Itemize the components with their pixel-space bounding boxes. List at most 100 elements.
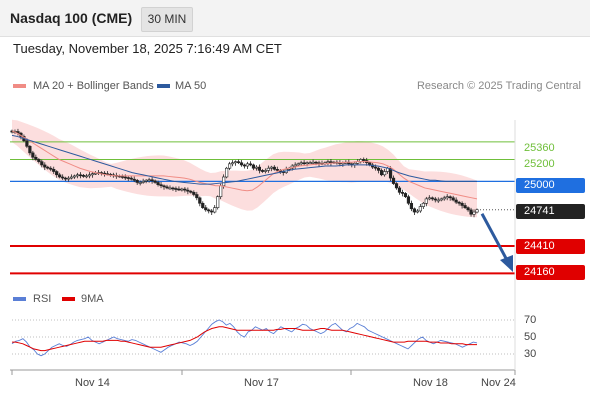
candle-body [257,166,262,171]
current-price-tag: 24741 [516,204,585,219]
candle-body [242,164,247,167]
candle-body [192,192,196,195]
candle-body [269,166,273,169]
forecast-arrow-head [500,255,513,272]
candle-body [412,208,417,213]
candle-body [216,196,220,208]
candle-body [466,207,470,211]
candle-body [251,164,256,169]
candle-body [67,177,71,180]
candle-body [230,162,235,165]
candle-body [204,207,208,211]
candle-body [222,176,226,187]
candle-body [305,162,309,165]
candle-body [314,161,318,164]
candle-body [236,161,241,164]
support-2-tag: 24160 [516,265,585,280]
candle-body [198,197,202,204]
candle-body [25,140,29,147]
candle-body [448,196,452,199]
chart-header: Nasdaq 100 (CME) 30 MIN [0,0,590,37]
candle-body [430,197,434,200]
candle-body [78,174,83,177]
candle-body [165,186,169,189]
candle-body [37,159,41,162]
rsi-level-50: 50 [524,331,537,343]
candle-body [406,196,411,204]
candle-body [28,146,32,154]
rsi-legend-label: RSI [33,293,52,305]
candle-body [391,177,396,184]
candle-body [150,179,154,182]
candle-body [34,156,38,160]
candle-body [123,176,127,179]
rsi-legend-swatch [13,297,26,301]
candle-body [129,177,133,180]
candle-body [463,205,467,208]
candle-body [189,190,193,193]
candle-body [260,170,264,172]
candle-body [207,209,211,212]
candle-body [424,198,428,204]
candle-body [293,164,297,167]
candle-body [46,166,50,169]
candle-body [362,159,366,161]
candle-body [451,197,455,201]
rsi-line [11,319,478,357]
candle-body [72,175,77,178]
candle-body [394,183,399,189]
timeframe-button[interactable]: 30 MIN [141,7,193,32]
candle-body [397,187,402,193]
candle-body [31,152,35,158]
candle-body [186,189,190,192]
rsi-ma-legend-label: 9MA [81,293,104,305]
candle-body [144,179,148,182]
candle-body [374,166,378,169]
candle-body [436,199,440,202]
rsi-ma-legend-swatch [62,297,75,301]
candle-body [93,172,98,175]
candle-body [219,185,223,198]
candle-body [433,198,437,201]
candle-body [308,162,312,165]
ma20-line [11,130,478,200]
candle-body [442,197,446,200]
candle-body [475,209,479,213]
resistance-2-label: 25360 [524,142,555,154]
candle-body [445,196,449,199]
candle-body [388,167,393,179]
timestamp: Tuesday, November 18, 2025 7:16:49 AM CE… [13,41,282,56]
candle-body [457,201,461,204]
candle-body [248,163,253,166]
candle-body [87,174,92,177]
candle-body [162,185,166,188]
candle-body [299,162,303,165]
candle-body [135,179,139,183]
candle-body [329,161,333,164]
candle-body [427,197,431,200]
candle-body [382,171,387,176]
candle-body [239,162,244,166]
candle-body [415,210,419,213]
ma50-line [11,134,477,185]
bollinger-band-fill [12,119,477,218]
candle-body [233,161,238,164]
resistance-1-label: 25200 [524,158,555,170]
rsi-ma-line [12,326,477,352]
instrument-title: Nasdaq 100 (CME) [10,10,133,26]
candle-body [147,179,151,182]
candle-body [55,171,59,176]
candle-body [272,166,276,170]
candle-body [403,193,408,198]
candle-body [302,162,306,165]
candle-body [460,202,464,206]
candle-body [58,174,62,178]
candle-body [195,194,199,199]
candle-body [43,164,47,168]
candle-body [454,199,458,203]
candle-body [84,175,89,178]
candle-body [409,202,414,210]
candle-body [400,192,405,194]
candle-body [225,167,229,178]
